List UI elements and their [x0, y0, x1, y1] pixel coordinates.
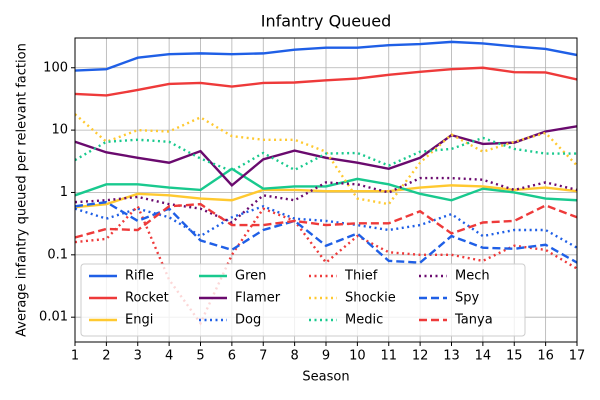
x-tick-label: 6 — [228, 349, 236, 364]
y-tick-label: 0.1 — [47, 247, 68, 262]
x-tick-label: 9 — [322, 349, 330, 364]
legend-label: Tanya — [454, 313, 493, 328]
series-line — [75, 40, 577, 72]
y-tick-label: 10 — [51, 123, 68, 138]
legend-label: Rocket — [125, 291, 169, 306]
legend-label: Thief — [344, 269, 378, 284]
x-tick-label: 2 — [102, 349, 110, 364]
series-line — [75, 66, 577, 97]
legend-label: Shockie — [345, 291, 396, 306]
x-tick-label: 3 — [134, 349, 142, 364]
legend-label: Mech — [455, 269, 490, 284]
legend-box — [80, 263, 526, 337]
x-tick-label: 8 — [290, 349, 298, 364]
series-line — [75, 136, 577, 173]
x-tick-label: 15 — [506, 349, 523, 364]
y-tick-label: 0.01 — [39, 310, 68, 325]
x-tick-label: 4 — [165, 349, 173, 364]
y-axis-label: Average infantry queued per relevant fac… — [15, 43, 30, 337]
x-axis-label: Season — [302, 370, 349, 385]
x-tick-label: 16 — [537, 349, 554, 364]
series-line — [75, 205, 577, 249]
series-line — [75, 167, 577, 202]
x-tick-label: 17 — [569, 349, 586, 364]
x-tick-label: 13 — [443, 349, 460, 364]
plot-frame — [74, 37, 578, 343]
series-line — [75, 176, 577, 224]
x-tick-label: 5 — [196, 349, 204, 364]
x-tick-label: 10 — [349, 349, 366, 364]
legend-label: Spy — [455, 291, 480, 306]
legend-label: Rifle — [125, 269, 154, 284]
x-tick-label: 7 — [259, 349, 267, 364]
x-tick-label: 1 — [71, 349, 79, 364]
series-line — [75, 125, 577, 188]
x-tick-label: 14 — [475, 349, 492, 364]
legend-label: Flamer — [235, 291, 281, 306]
legend-label: Dog — [235, 313, 261, 328]
y-tick-label: 1 — [60, 185, 68, 200]
series-line — [75, 202, 577, 239]
x-tick-label: 11 — [380, 349, 397, 364]
legend-label: Gren — [235, 269, 266, 284]
legend-label: Engi — [125, 313, 153, 328]
series-line — [75, 184, 577, 209]
chart-title: Infantry Queued — [261, 12, 392, 31]
y-tick-label: 100 — [43, 60, 68, 75]
legend-label: Medic — [345, 313, 383, 328]
x-tick-label: 12 — [412, 349, 429, 364]
